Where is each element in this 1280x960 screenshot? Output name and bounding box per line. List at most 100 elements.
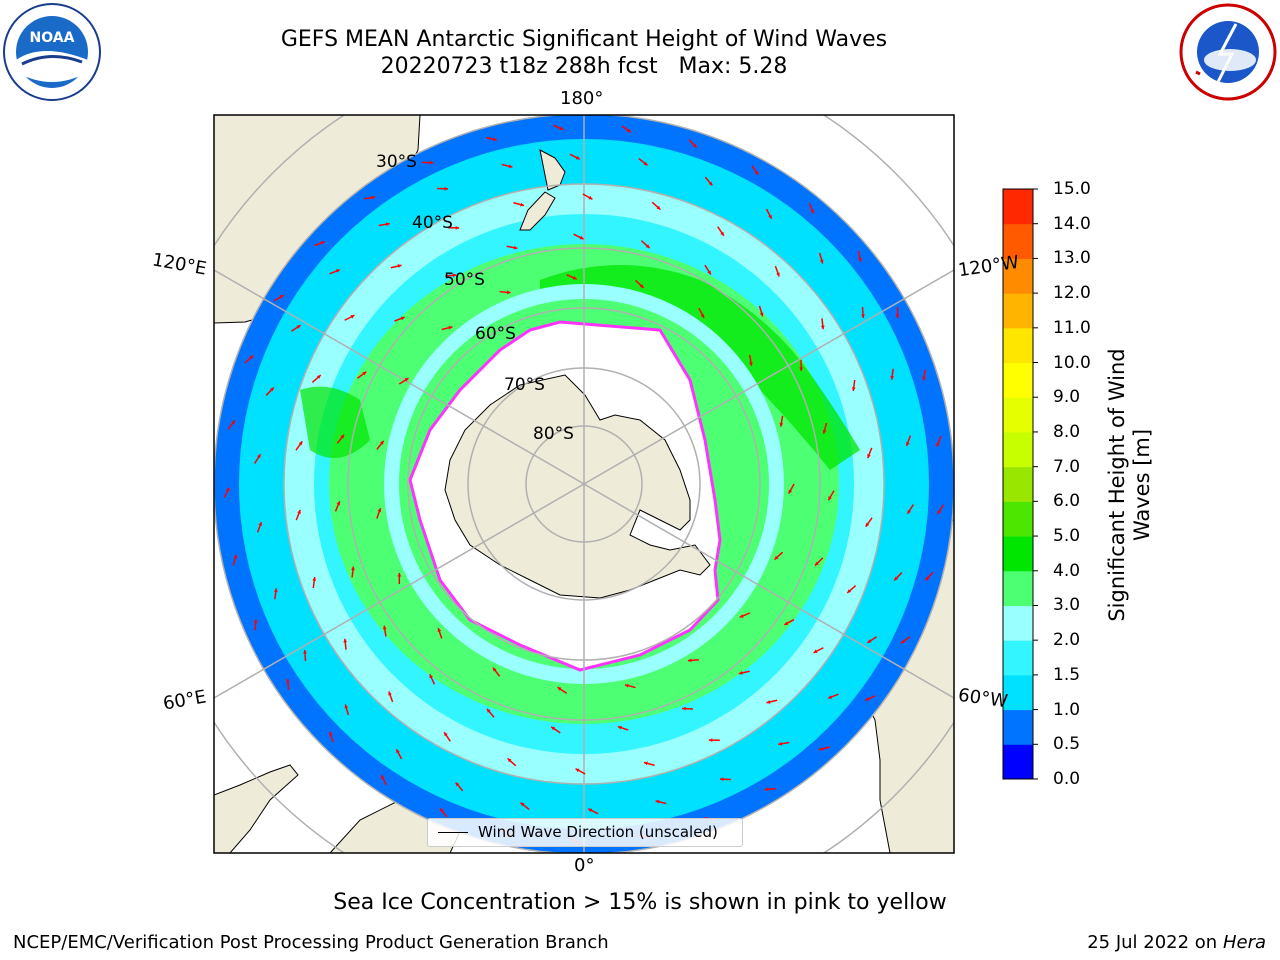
wind-arrow-head xyxy=(626,128,631,133)
wind-arrow-head xyxy=(768,214,772,219)
wind-arrow-head xyxy=(320,241,325,245)
wind-arrow-head xyxy=(231,420,235,425)
wind-arrow-head xyxy=(645,244,650,249)
wind-arrow-head xyxy=(506,290,511,295)
colorbar-swatch xyxy=(1003,605,1033,641)
colorbar-tick-label: 9.0 xyxy=(1053,387,1081,408)
wind-arrow-head xyxy=(858,257,862,262)
wind-arrow-head xyxy=(557,687,562,691)
noaa-logo-text: NOAA xyxy=(30,30,75,46)
wind-arrow-head xyxy=(865,522,870,527)
wind-arrow-head xyxy=(575,155,580,160)
wind-arrow-head xyxy=(429,674,434,679)
footer-host: Hera xyxy=(1222,932,1266,953)
colorbar-tick-label: 0.5 xyxy=(1053,734,1081,755)
wind-arrow-head xyxy=(362,371,367,376)
wind-arrow-head xyxy=(656,205,661,210)
wind-arrow-head xyxy=(397,572,402,577)
wind-arrow-head xyxy=(759,312,764,317)
wind-arrow-head xyxy=(336,501,341,506)
wind-arrow-head xyxy=(575,768,580,773)
wind-arrow-head xyxy=(847,589,852,593)
wind-arrow-head xyxy=(404,378,409,382)
wind-arrow-head xyxy=(936,442,940,447)
wind-arrow-head xyxy=(444,186,449,191)
colorbar-tick-label: 6.0 xyxy=(1053,491,1081,512)
wind-arrow-head xyxy=(700,313,705,318)
colorbar-swatch xyxy=(1003,744,1033,780)
antarctica-land xyxy=(444,374,711,599)
lat-label-30s: 30°S xyxy=(376,152,417,172)
wind-arrow-head xyxy=(779,422,784,427)
wind-arrow-head xyxy=(444,732,448,737)
wind-arrow-head xyxy=(397,264,402,268)
wind-arrow-head xyxy=(340,434,345,439)
wind-arrow-head xyxy=(335,269,340,273)
map-legend: Wind Wave Direction (unscaled) xyxy=(427,818,743,847)
sea-ice-caption: Sea Ice Concentration > 15% is shown in … xyxy=(333,890,947,915)
wind-arrow-head xyxy=(708,181,713,186)
wind-arrow-head xyxy=(738,671,743,675)
wind-arrow-head xyxy=(296,325,301,329)
wind-arrow-head xyxy=(778,741,783,746)
colorbar-title-line1: Significant Height of Wind xyxy=(1105,348,1129,622)
wind-arrow-head xyxy=(572,275,577,280)
wind-arrow-head xyxy=(520,202,525,207)
wind-arrow-head xyxy=(520,802,525,807)
africa-land xyxy=(214,764,299,853)
wind-arrow-head xyxy=(388,691,392,696)
wind-arrow-head xyxy=(814,561,819,566)
wind-arrow-head xyxy=(813,649,818,653)
wind-arrow-head xyxy=(225,487,230,492)
colorbar-tick-label: 3.0 xyxy=(1053,595,1081,616)
wind-arrow-head xyxy=(682,706,686,711)
wind-arrow-head xyxy=(233,554,238,559)
footer-date-text: 25 Jul 2022 on xyxy=(1087,932,1223,953)
wind-arrow-head xyxy=(429,160,434,165)
colorbar-tick-label: 14.0 xyxy=(1053,213,1091,234)
wind-arrows xyxy=(223,124,945,845)
wind-arrow-head xyxy=(708,738,713,743)
wind-arrow-head xyxy=(925,576,930,581)
wind-arrow-head xyxy=(492,667,497,672)
colorbar-tick-label: 8.0 xyxy=(1053,421,1081,442)
colorbar-tick-label: 7.0 xyxy=(1053,456,1081,477)
colorbar-swatch xyxy=(1003,223,1033,259)
colorbar-frame xyxy=(1002,188,1034,780)
lat-label-40s: 40°S xyxy=(412,213,453,233)
wind-arrow-head xyxy=(895,314,900,319)
wind-arrow-head xyxy=(452,273,457,278)
wind-arrow-head xyxy=(707,270,711,275)
wind-arrow-head xyxy=(513,245,518,250)
colorbar-swatch xyxy=(1003,536,1033,572)
wind-arrow-head xyxy=(687,658,692,663)
colorbar-tick-label: 13.0 xyxy=(1053,248,1091,269)
wind-arrow-head xyxy=(749,362,753,366)
nws-logo xyxy=(1178,2,1278,102)
wind-arrow-head xyxy=(655,799,660,804)
noaa-logo: NOAA xyxy=(2,2,102,102)
legend-label: Wind Wave Direction (unscaled) xyxy=(478,823,718,841)
colorbar-tick-label: 1.0 xyxy=(1053,699,1081,720)
wind-arrow-head xyxy=(588,808,593,813)
wind-arrow-head xyxy=(719,777,724,782)
wind-arrow-head xyxy=(894,576,899,581)
chart-subtitle: 20220723 t18z 288h fcst Max: 5.28 xyxy=(380,54,788,79)
wind-arrow-head xyxy=(551,726,556,731)
wind-arrow-head xyxy=(788,489,793,494)
lon-label-180: 180° xyxy=(560,88,604,109)
wind-arrow-head xyxy=(810,209,815,214)
colorbar-tick-label: 1.5 xyxy=(1053,664,1081,685)
wind-arrow-head xyxy=(776,272,780,277)
colorbar-tick-label: 0.0 xyxy=(1053,769,1081,789)
colorbar-swatch xyxy=(1003,258,1033,294)
wind-arrow-head xyxy=(922,376,926,381)
wind-arrow-head xyxy=(437,628,442,633)
wind-arrow-head xyxy=(617,725,622,730)
wind-arrow-head xyxy=(400,316,405,321)
wind-arrow-head xyxy=(774,555,779,560)
wind-arrow-head xyxy=(819,747,824,751)
wind-arrow-head xyxy=(379,440,384,445)
wind-arrow-head xyxy=(828,695,833,699)
wind-arrow-head xyxy=(328,731,333,736)
